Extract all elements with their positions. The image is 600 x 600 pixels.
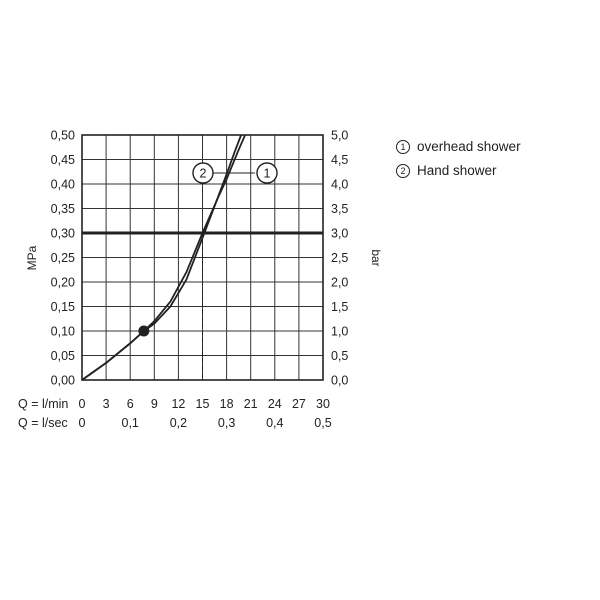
ticks-layer: 0,000,050,100,150,200,250,300,350,400,45… — [51, 129, 349, 431]
legend-item-overhead-shower: 1 overhead shower — [396, 135, 521, 159]
y-tick-label-right: 3,5 — [331, 202, 348, 216]
y-tick-label-left: 0,30 — [51, 227, 75, 241]
y-tick-label-left: 0,50 — [51, 129, 75, 143]
x-tick-label-lmin: 21 — [244, 397, 258, 411]
x-tick-label-lsec: 0,2 — [170, 416, 187, 430]
y-tick-label-right: 0,5 — [331, 349, 348, 363]
series-line-hand-shower — [81, 134, 242, 381]
y-axis-label-right: bar — [369, 249, 383, 266]
series-marker-circle — [256, 162, 278, 184]
series-marker-circle — [192, 162, 214, 184]
legend-item-hand-shower: 2 Hand shower — [396, 159, 521, 183]
x-tick-label-lsec: 0,3 — [218, 416, 235, 430]
x-tick-label-lmin: 15 — [196, 397, 210, 411]
x-tick-label-lmin: 6 — [127, 397, 134, 411]
legend-marker: 2 — [396, 164, 410, 178]
y-tick-label-left: 0,45 — [51, 153, 75, 167]
x-tick-label-lsec: 0,4 — [266, 416, 283, 430]
series-marker-label: 2 — [200, 167, 207, 181]
series-marker-label: 1 — [264, 167, 271, 181]
y-axis-label-left: MPa — [25, 245, 39, 270]
y-tick-label-left: 0,40 — [51, 178, 75, 192]
x-tick-label-lmin: 12 — [171, 397, 185, 411]
x-tick-label-lmin: 18 — [220, 397, 234, 411]
x-tick-label-lsec: 0 — [79, 416, 86, 430]
y-tick-label-left: 0,20 — [51, 276, 75, 290]
x-tick-label-lmin: 0 — [79, 397, 86, 411]
x-tick-label-lmin: 30 — [316, 397, 330, 411]
y-tick-label-left: 0,15 — [51, 300, 75, 314]
y-tick-label-left: 0,10 — [51, 325, 75, 339]
y-tick-label-right: 3,0 — [331, 227, 348, 241]
y-tick-label-right: 4,5 — [331, 153, 348, 167]
x-tick-label-lmin: 24 — [268, 397, 282, 411]
y-tick-label-left: 0,00 — [51, 374, 75, 388]
y-tick-label-right: 0,0 — [331, 374, 348, 388]
y-tick-label-right: 2,5 — [331, 251, 348, 265]
y-tick-label-right: 1,5 — [331, 300, 348, 314]
y-tick-label-left: 0,35 — [51, 202, 75, 216]
y-tick-label-right: 5,0 — [331, 129, 348, 143]
x-axis-label-lmin: Q = l/min — [18, 397, 68, 411]
legend: 1 overhead shower 2 Hand shower — [396, 135, 521, 183]
y-tick-label-right: 4,0 — [331, 178, 348, 192]
y-tick-label-left: 0,05 — [51, 349, 75, 363]
operating-point — [138, 325, 150, 337]
series-layer — [81, 134, 246, 381]
x-tick-label-lmin: 27 — [292, 397, 306, 411]
y-tick-label-right: 2,0 — [331, 276, 348, 290]
legend-label: Hand shower — [417, 163, 497, 178]
x-tick-label-lmin: 9 — [151, 397, 158, 411]
x-tick-label-lsec: 0,5 — [314, 416, 331, 430]
legend-label: overhead shower — [417, 139, 521, 154]
x-tick-label-lmin: 3 — [103, 397, 110, 411]
y-tick-label-left: 0,25 — [51, 251, 75, 265]
plot-frame — [81, 134, 324, 381]
y-tick-label-right: 1,0 — [331, 325, 348, 339]
x-axis-label-lsec: Q = l/sec — [18, 416, 68, 430]
legend-marker: 1 — [396, 140, 410, 154]
x-tick-label-lsec: 0,1 — [122, 416, 139, 430]
